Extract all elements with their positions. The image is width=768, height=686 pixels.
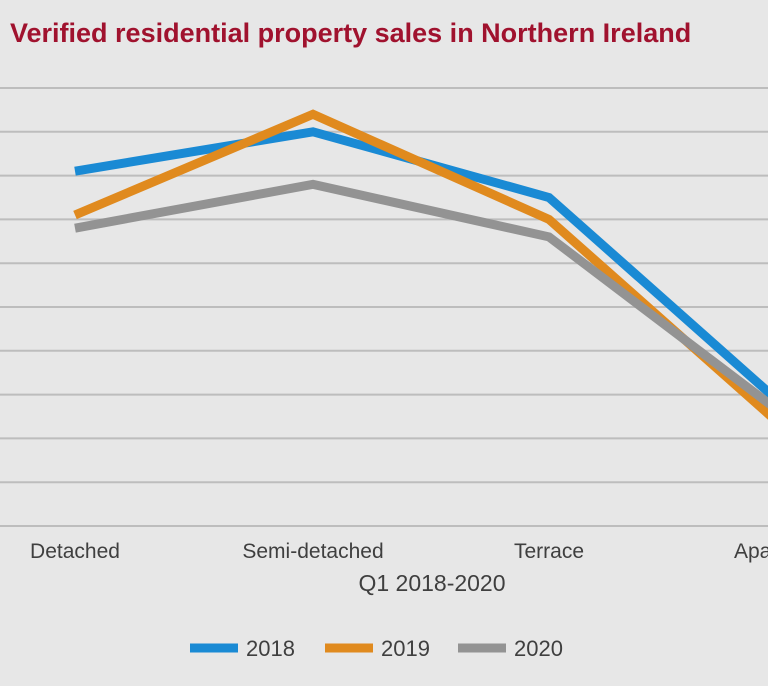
- series-line-2020: [74, 179, 768, 409]
- series-line-2019: [73, 109, 768, 420]
- gridlines: [0, 87, 768, 527]
- x-axis-title: Q1 2018-2020: [358, 570, 505, 596]
- legend-label-2020: 2020: [514, 636, 563, 661]
- x-axis-tick-labels: Detached Semi-detached Terrace Apa: [30, 540, 768, 563]
- legend-label-2019: 2019: [381, 636, 430, 661]
- legend-label-2018: 2018: [246, 636, 295, 661]
- series-lines: [73, 109, 768, 420]
- x-tick-label: Apa: [734, 540, 768, 563]
- legend: 2018 2019 2020: [190, 636, 563, 661]
- x-tick-label: Detached: [30, 540, 120, 563]
- x-tick-label: Semi-detached: [242, 540, 383, 563]
- chart-title: Verified residential property sales in N…: [10, 18, 692, 48]
- x-tick-label: Terrace: [514, 540, 584, 563]
